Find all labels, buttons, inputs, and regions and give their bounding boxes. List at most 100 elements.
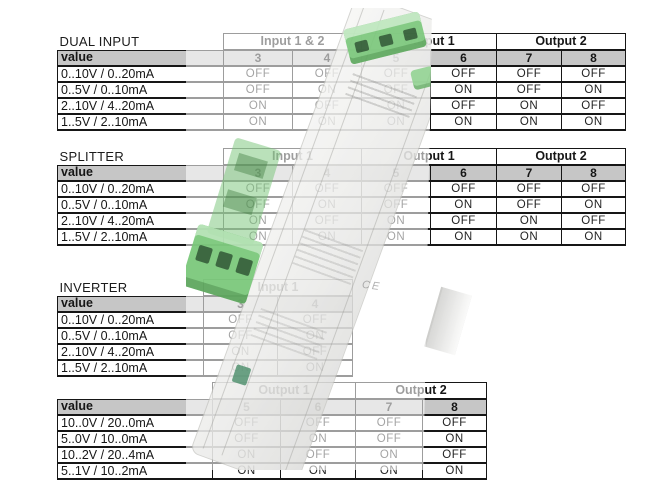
switch-state-cell: OFF bbox=[496, 180, 563, 198]
switch-state-cell: OFF bbox=[561, 65, 627, 83]
switch-state-cell: ON bbox=[361, 228, 431, 246]
switch-state-cell: OFF bbox=[496, 65, 563, 83]
blank-cell bbox=[58, 383, 213, 400]
switch-state-cell: ON bbox=[292, 196, 362, 214]
table-title: SPLITTER bbox=[59, 149, 125, 164]
switch-state-cell: ON bbox=[361, 97, 431, 115]
config-row: 0..10V / 0..20mA OFF OFF OFF OFF OFF OFF bbox=[57, 180, 627, 198]
config-row: 1..5V / 2..10mA ON ON ON ON ON ON bbox=[57, 113, 627, 131]
switch-state-cell: OFF bbox=[203, 311, 278, 329]
table-title-cell: DUAL INPUT bbox=[58, 34, 224, 51]
switch-state-cell: OFF bbox=[429, 180, 498, 198]
switch-state-cell: ON bbox=[496, 113, 563, 131]
config-row: 0..5V / 0..10mA OFF ON OFF ON OFF ON bbox=[57, 81, 627, 99]
switch-number-cell: 7 bbox=[355, 398, 424, 416]
range-label-cell: 5..0V / 10..0mA bbox=[57, 430, 213, 448]
switch-state-cell: OFF bbox=[223, 196, 293, 214]
switch-number-cell: 3 bbox=[223, 49, 293, 67]
switch-state-cell: ON bbox=[223, 113, 293, 131]
switch-number-cell: 5 bbox=[361, 164, 431, 182]
switch-state-cell: ON bbox=[292, 81, 362, 99]
switch-state-cell: OFF bbox=[223, 81, 293, 99]
range-label-cell: 10..2V / 20..4mA bbox=[57, 446, 213, 464]
switch-state-cell: OFF bbox=[292, 180, 362, 198]
switch-state-cell: ON bbox=[561, 81, 627, 99]
switch-state-cell: OFF bbox=[203, 327, 278, 345]
switch-state-cell: OFF bbox=[279, 446, 357, 464]
switch-state-cell: ON bbox=[277, 359, 353, 377]
switch-number-cell: 3 bbox=[223, 164, 293, 182]
switch-number-cell: 5 bbox=[212, 398, 281, 416]
switch-state-cell: OFF bbox=[561, 212, 627, 230]
config-row: 0..5V / 0..10mA OFF ON bbox=[57, 327, 353, 345]
switch-state-cell: ON bbox=[361, 212, 431, 230]
switch-state-cell: ON bbox=[496, 228, 563, 246]
switch-state-cell: ON bbox=[355, 462, 424, 480]
switch-state-cell: OFF bbox=[561, 180, 627, 198]
group-header-cell: Input 1 bbox=[223, 148, 362, 166]
ce-mark: CE bbox=[361, 278, 383, 294]
switch-state-cell: ON bbox=[561, 196, 627, 214]
switch-number-cell: 5 bbox=[361, 49, 431, 67]
switch-state-cell: ON bbox=[496, 97, 563, 115]
table-title: DUAL INPUT bbox=[59, 34, 140, 49]
group-header-cell: Output 2 bbox=[496, 33, 627, 51]
switch-state-cell: ON bbox=[212, 462, 281, 480]
switch-state-cell: ON bbox=[223, 97, 293, 115]
switch-number-cell: 6 bbox=[429, 49, 498, 67]
config-row: 2..10V / 4..20mA ON OFF ON OFF ON OFF bbox=[57, 97, 627, 115]
switch-state-cell: ON bbox=[561, 113, 627, 131]
range-label-cell: 0..10V / 0..20mA bbox=[57, 180, 224, 198]
config-row: 0..5V / 0..10mA OFF ON OFF ON OFF ON bbox=[57, 196, 627, 214]
switch-state-cell: OFF bbox=[223, 180, 293, 198]
switch-state-cell: OFF bbox=[279, 414, 357, 432]
switch-state-cell: ON bbox=[355, 446, 424, 464]
table-title-cell: INVERTER bbox=[58, 280, 204, 297]
switch-state-cell: OFF bbox=[223, 65, 293, 83]
switch-state-cell: ON bbox=[292, 228, 362, 246]
switch-state-cell: OFF bbox=[429, 97, 498, 115]
switch-state-cell: ON bbox=[277, 327, 353, 345]
switch-number-cell: 4 bbox=[292, 49, 362, 67]
switch-number-cell: 7 bbox=[496, 49, 563, 67]
value-header-cell: value bbox=[57, 164, 224, 182]
range-label-cell: 10..0V / 20..0mA bbox=[57, 414, 213, 432]
group-header-cell: Output 1 bbox=[360, 148, 498, 166]
switch-state-cell: OFF bbox=[429, 212, 498, 230]
group-header-cell: Output 2 bbox=[496, 148, 627, 166]
switch-number-cell: 4 bbox=[277, 295, 353, 313]
switch-state-cell: ON bbox=[429, 196, 498, 214]
terminal-screw-hole bbox=[195, 244, 214, 265]
range-label-cell: 1..5V / 2..10mA bbox=[57, 359, 204, 377]
switch-state-cell: ON bbox=[279, 430, 357, 448]
group-header-cell: Output 2 bbox=[355, 382, 488, 400]
range-label-cell: 1..5V / 2..10mA bbox=[57, 113, 224, 131]
terminal-screw-hole bbox=[235, 256, 254, 277]
switch-state-cell: OFF bbox=[355, 414, 424, 432]
switch-state-cell: ON bbox=[203, 343, 278, 361]
switch-number-cell: 6 bbox=[429, 164, 498, 182]
switch-state-cell: ON bbox=[429, 81, 498, 99]
config-row: 1..5V / 2..10mA ON ON ON ON ON ON bbox=[57, 228, 627, 246]
value-header-cell: value bbox=[57, 295, 204, 313]
switch-state-cell: OFF bbox=[292, 97, 362, 115]
switch-state-cell: OFF bbox=[361, 180, 431, 198]
config-row: 2..10V / 4..20mA ON OFF bbox=[57, 343, 353, 361]
switch-state-cell: ON bbox=[361, 113, 431, 131]
inverter-input-config-table: INVERTER Input 1 value 3 4 0..10V / 0..20mA OF… bbox=[57, 279, 353, 377]
device-edge-fragment bbox=[424, 286, 472, 356]
range-label-cell: 2..10V / 4..20mA bbox=[57, 97, 224, 115]
dual-input-config-table: DUAL INPUT Input 1 & 2 Output 1 Output 2 val… bbox=[57, 33, 627, 131]
value-header-cell: value bbox=[57, 49, 224, 67]
config-row: 10..0V / 20..0mA OFF OFF OFF OFF bbox=[57, 414, 488, 432]
config-row: 10..2V / 20..4mA ON OFF ON OFF bbox=[57, 446, 488, 464]
switch-number-cell: 8 bbox=[422, 398, 488, 416]
group-header-cell: Output 1 bbox=[211, 382, 357, 400]
switch-state-cell: ON bbox=[279, 462, 357, 480]
switch-state-cell: ON bbox=[422, 462, 488, 480]
range-label-cell: 0..10V / 0..20mA bbox=[57, 65, 224, 83]
switch-number-cell: 6 bbox=[279, 398, 357, 416]
range-label-cell: 0..5V / 0..10mA bbox=[57, 327, 204, 345]
switch-state-cell: OFF bbox=[496, 81, 563, 99]
group-header-cell: Input 1 & 2 bbox=[223, 33, 362, 51]
